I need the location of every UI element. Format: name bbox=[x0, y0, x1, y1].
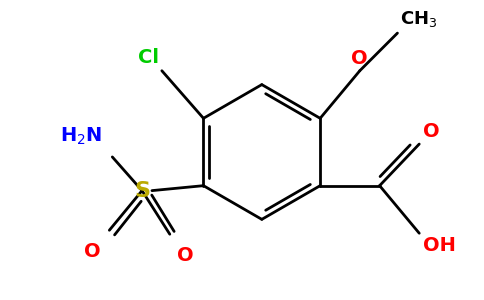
Text: Cl: Cl bbox=[138, 48, 159, 67]
Text: O: O bbox=[351, 49, 368, 68]
Text: CH$_3$: CH$_3$ bbox=[400, 9, 438, 29]
Text: S: S bbox=[134, 181, 150, 201]
Text: O: O bbox=[84, 242, 101, 261]
Text: OH: OH bbox=[423, 236, 456, 255]
Text: H$_2$N: H$_2$N bbox=[60, 126, 103, 147]
Text: O: O bbox=[423, 122, 440, 141]
Text: O: O bbox=[177, 246, 193, 265]
